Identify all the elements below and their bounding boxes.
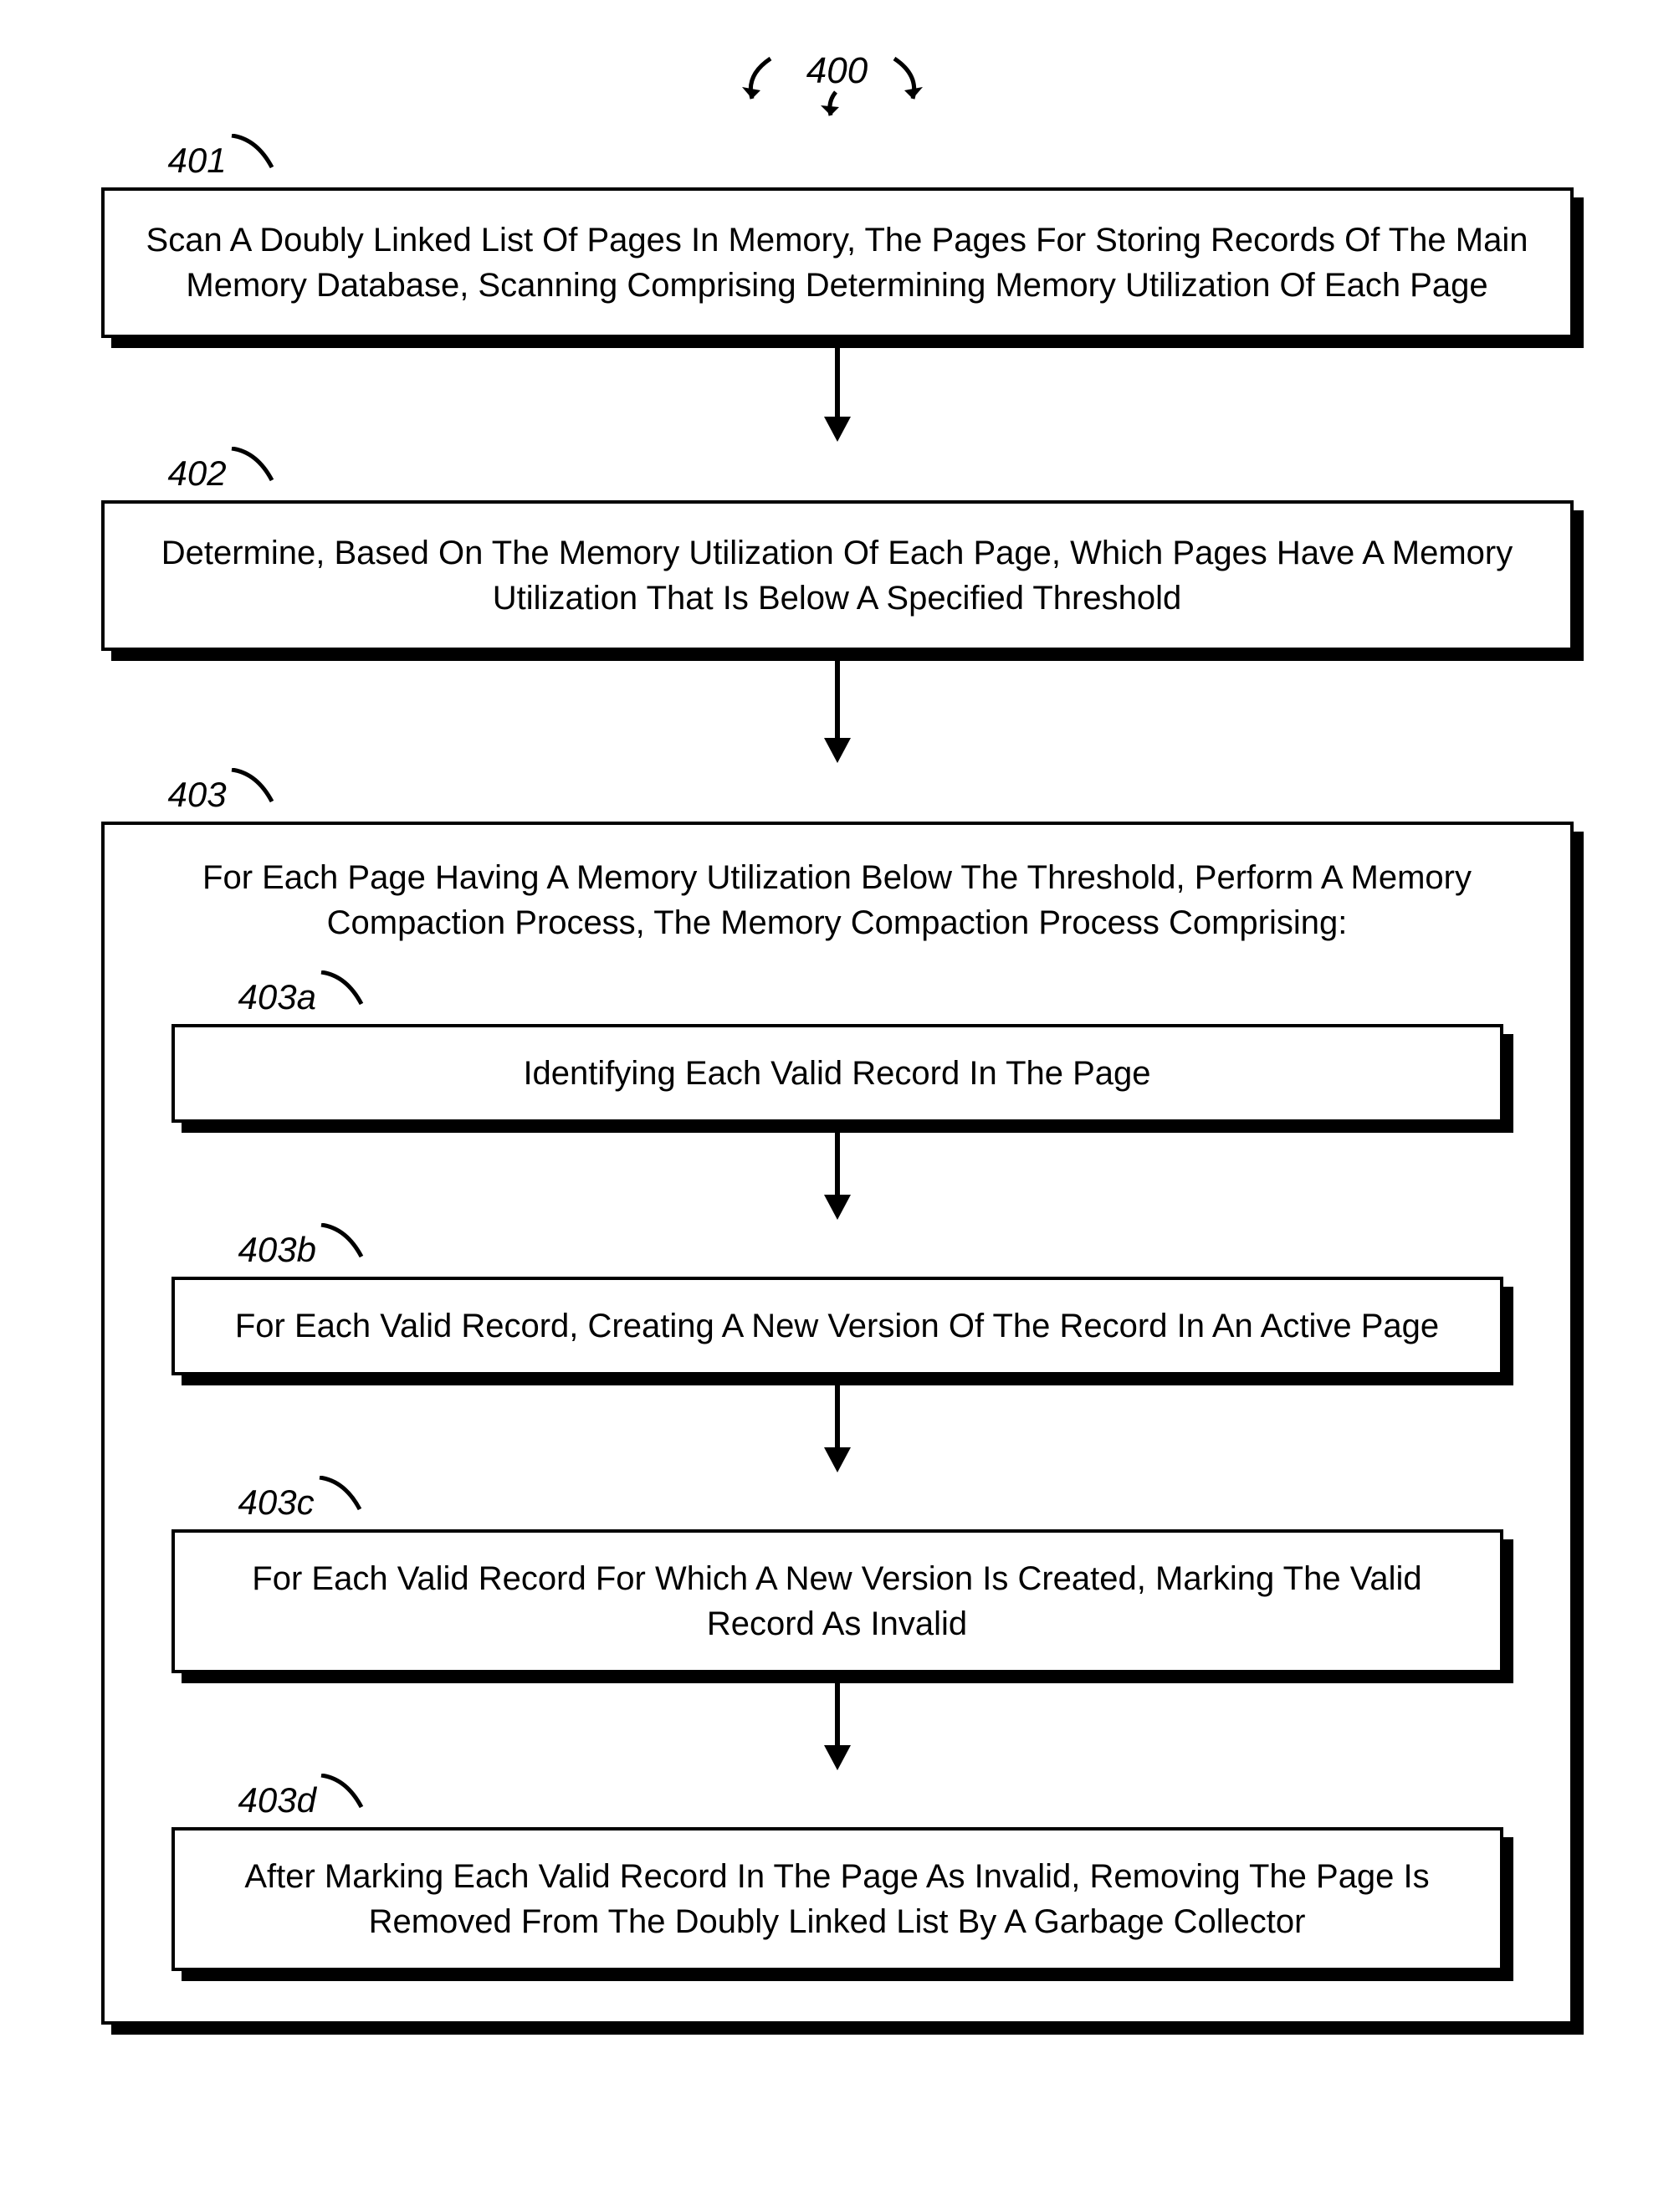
callout-tail-icon [320, 1774, 378, 1817]
arrow-403a-b [138, 1123, 1537, 1223]
label-403d-text: 403d [238, 1780, 316, 1820]
box-401: Scan A Doubly Linked List Of Pages In Me… [101, 187, 1574, 338]
box-403b: For Each Valid Record, Creating A New Ve… [171, 1277, 1503, 1375]
label-403d: 403d [238, 1774, 1537, 1820]
arrow-403c-d [138, 1673, 1537, 1774]
callout-tail-icon [318, 1476, 376, 1519]
box-403-container: For Each Page Having A Memory Utilizatio… [101, 822, 1574, 2025]
label-403a-text: 403a [238, 977, 316, 1017]
label-401-text: 401 [168, 141, 227, 181]
label-403a: 403a [238, 970, 1537, 1017]
box-403-intro: For Each Page Having A Memory Utilizatio… [138, 855, 1537, 970]
arrow-401-402 [101, 338, 1574, 447]
arrow-402-403 [101, 651, 1574, 768]
callout-tail-icon [230, 447, 289, 490]
callout-tail-icon [320, 1223, 378, 1267]
callout-tail-icon [320, 970, 378, 1014]
label-402: 402 [168, 447, 1574, 494]
box-403a: Identifying Each Valid Record In The Pag… [171, 1024, 1503, 1123]
flowchart: 400 401 Scan A Doubly Linked List Of Pag… [101, 50, 1574, 2025]
figure-number-arrows [737, 50, 938, 125]
callout-tail-icon [230, 768, 289, 812]
label-403c-text: 403c [238, 1482, 315, 1523]
box-402: Determine, Based On The Memory Utilizati… [101, 500, 1574, 651]
callout-tail-icon [230, 134, 289, 177]
label-403b: 403b [238, 1223, 1537, 1270]
label-401: 401 [168, 134, 1574, 181]
label-403: 403 [168, 768, 1574, 815]
label-403-text: 403 [168, 775, 227, 815]
label-403b-text: 403b [238, 1230, 316, 1270]
label-403c: 403c [238, 1476, 1537, 1523]
label-402-text: 402 [168, 453, 227, 494]
arrow-403b-c [138, 1375, 1537, 1476]
box-403c: For Each Valid Record For Which A New Ve… [171, 1529, 1503, 1673]
box-403d: After Marking Each Valid Record In The P… [171, 1827, 1503, 1971]
